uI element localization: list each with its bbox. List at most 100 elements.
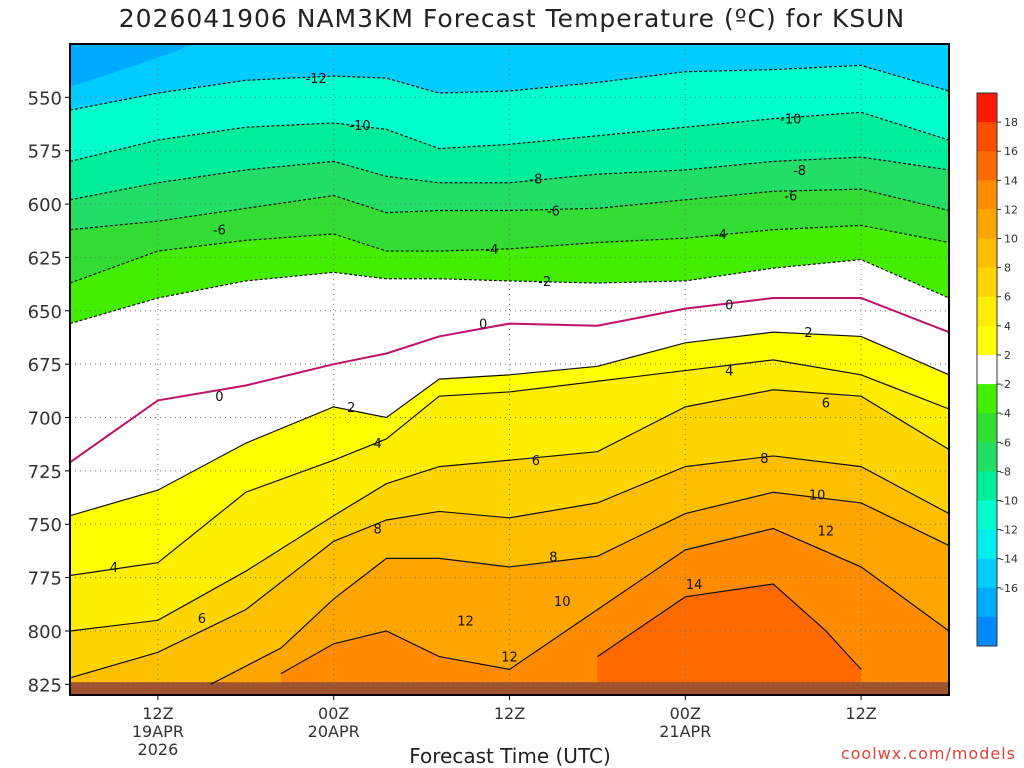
contour-label: -10 — [780, 113, 801, 128]
y-tick-label: 575 — [28, 142, 62, 163]
colorbar-label: 10 — [1004, 233, 1018, 246]
colorbar-label: 8 — [1004, 262, 1011, 275]
contour-label: 6 — [532, 454, 540, 469]
x-tick-label: 2026 — [138, 740, 179, 759]
colorbar-swatch — [977, 325, 997, 356]
contour-label: 4 — [725, 365, 733, 380]
x-tick-label: 12Z — [494, 704, 525, 723]
y-tick-label: 725 — [28, 462, 62, 483]
contour-label: -8 — [529, 172, 542, 187]
x-tick-label: 19APR — [132, 722, 184, 741]
y-tick-label: 700 — [28, 409, 62, 430]
x-tick-label: 12Z — [142, 704, 173, 723]
contour-label: -4 — [714, 228, 727, 243]
temperature-fills — [70, 44, 949, 695]
contour-line--6 — [70, 188, 949, 231]
y-tick-label: 600 — [28, 195, 62, 216]
contour-label: -6 — [213, 224, 226, 239]
colorbar-label: -10 — [1000, 494, 1018, 507]
x-tick-label: 12Z — [845, 704, 876, 723]
contour-label: 2 — [804, 326, 812, 341]
colorbar-swatch — [977, 122, 997, 152]
contour-label: 14 — [686, 578, 703, 593]
contour-line-6 — [70, 389, 949, 632]
contour-labels: -12 -10 -10 -8 -8 -6 -6 -6 -4 -4 -2 0 0 0 2 2 4 4 4 6 6 6 8 8 8 1… — [110, 72, 835, 665]
ground-layer — [70, 682, 949, 695]
contour-label: 4 — [374, 437, 382, 452]
colorbar-swatch — [977, 529, 997, 560]
chart-title: 2026041906 NAM3KM Forecast Temperature (… — [118, 4, 906, 33]
contour-line-4 — [70, 359, 949, 577]
contour-label: -2 — [538, 275, 551, 290]
contour-label: 12 — [818, 525, 835, 540]
colorbar-label: -16 — [1000, 582, 1018, 595]
contour-label: 10 — [554, 595, 571, 610]
contour-line--10 — [70, 111, 949, 162]
contour-label: 0 — [215, 390, 223, 405]
colorbar-swatch — [977, 238, 997, 269]
colorbar-swatch — [977, 587, 997, 618]
colorbar-label: -6 — [1000, 436, 1011, 449]
contour-label: -6 — [547, 204, 560, 219]
contour-lines — [70, 64, 949, 685]
contour-label: 12 — [457, 614, 474, 629]
colorbar-label: 4 — [1004, 320, 1011, 333]
y-tick-label: 750 — [28, 515, 62, 536]
colorbar-swatch — [977, 558, 997, 589]
colorbar-swatch — [977, 209, 997, 240]
ground-strip — [70, 682, 949, 695]
x-tick-label: 00Z — [670, 704, 701, 723]
contour-label: -8 — [793, 164, 806, 179]
colorbar-frame — [976, 92, 998, 647]
colorbar-label: 6 — [1004, 291, 1011, 304]
contour-label: 8 — [374, 523, 382, 538]
colorbar: 18 16 14 12 10 8 6 4 2 -2 -4 -6 -8 -10 -12 -14 -16 — [976, 92, 1018, 647]
contour-label: 8 — [760, 452, 768, 467]
colorbar-label: -2 — [1000, 378, 1011, 391]
contour-line--4 — [70, 224, 949, 284]
y-tick-label: 625 — [28, 248, 62, 269]
colorbar-label: 18 — [1004, 116, 1018, 129]
colorbar-label: -14 — [1000, 553, 1018, 566]
contour-label: 4 — [110, 561, 118, 576]
colorbar-swatch — [977, 296, 997, 327]
contour-line-0 — [70, 296, 949, 464]
colorbar-label: -8 — [1000, 465, 1011, 478]
contour-line-2 — [70, 331, 949, 517]
colorbar-swatch — [977, 267, 997, 298]
grid-lines — [70, 44, 949, 695]
colorbar-label: -4 — [1000, 407, 1011, 420]
contour-label: 0 — [725, 298, 733, 313]
contour-label: 6 — [198, 612, 206, 627]
colorbar-swatch — [977, 471, 997, 501]
y-tick-label: 650 — [28, 302, 62, 323]
colorbar-swatch — [977, 354, 997, 385]
colorbar-label: 12 — [1004, 203, 1018, 216]
colorbar-swatch — [977, 384, 997, 414]
axes: 55057560062565067570072575077580082512Z1… — [28, 43, 950, 759]
y-tick-label: 800 — [28, 622, 62, 643]
y-tick-label: 675 — [28, 355, 62, 376]
y-tick-label: 550 — [28, 88, 62, 109]
contour-label: -12 — [306, 72, 327, 87]
colorbar-label: -12 — [1000, 524, 1018, 537]
colorbar-swatch — [977, 151, 997, 181]
contour-line-10 — [210, 491, 949, 685]
contour-line-12 — [280, 527, 949, 675]
contour-label: 0 — [479, 318, 487, 333]
colorbar-label: 14 — [1004, 174, 1018, 187]
x-tick-label: 20APR — [308, 722, 360, 741]
y-tick-label: 825 — [28, 675, 62, 696]
colorbar-swatch — [977, 500, 997, 531]
colorbar-label: 16 — [1004, 145, 1018, 158]
colorbar-swatch — [977, 442, 997, 472]
credit-text: coolwx.com/models — [840, 744, 1016, 763]
contour-line--2 — [70, 258, 949, 325]
contour-label: -10 — [349, 119, 370, 134]
x-tick-label: 00Z — [318, 704, 349, 723]
colorbar-swatch — [977, 93, 997, 123]
x-axis-label: Forecast Time (UTC) — [409, 744, 611, 768]
colorbar-swatch — [977, 616, 997, 647]
contour-line-8 — [70, 455, 949, 679]
